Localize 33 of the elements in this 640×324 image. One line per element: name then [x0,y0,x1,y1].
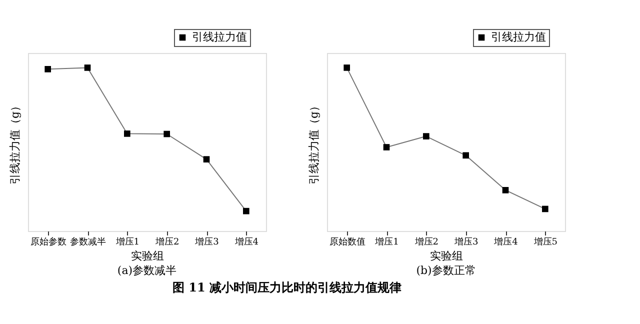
text: (b)参数正常 [416,264,476,277]
point [44,66,51,72]
x-axis-title: 实验组 [131,250,164,262]
x-tick-label: 增压4 [493,236,518,248]
y-axis-title: 引线拉力值（g） [308,100,320,185]
point [84,64,91,71]
point [542,206,548,212]
x-tick-label: 原始参数 [30,236,66,248]
x-tick-label: 增压2 [154,236,180,248]
text: (a)参数减半 [117,264,177,277]
x-tick-label: 增压4 [234,236,259,248]
point [164,130,170,138]
point [203,156,210,162]
point [124,130,130,137]
point [243,208,250,214]
x-tick-label: 原始数值 [329,236,366,248]
x-tick-label: 参数减半 [70,236,106,248]
point [383,144,390,150]
x-tick-label: 增压1 [374,236,399,248]
x-tick-label: 增压1 [114,236,140,248]
point [462,152,469,159]
x-tick-label: 增压2 [414,236,439,248]
point [423,133,430,140]
x-tick-label: 增压5 [532,236,558,248]
point [502,187,509,194]
caption: 图 11 减小时间压力比时的引线拉力值规律 [172,280,402,294]
legend-label: 引线拉力值 [192,30,247,44]
y-axis-title: 引线拉力值（g） [8,100,22,185]
x-tick-label: 增压3 [194,236,220,248]
legend-label: 引线拉力值 [491,30,546,44]
x-tick-label: 增压3 [453,236,478,248]
point [344,64,350,71]
x-axis-title: 实验组 [430,250,463,262]
